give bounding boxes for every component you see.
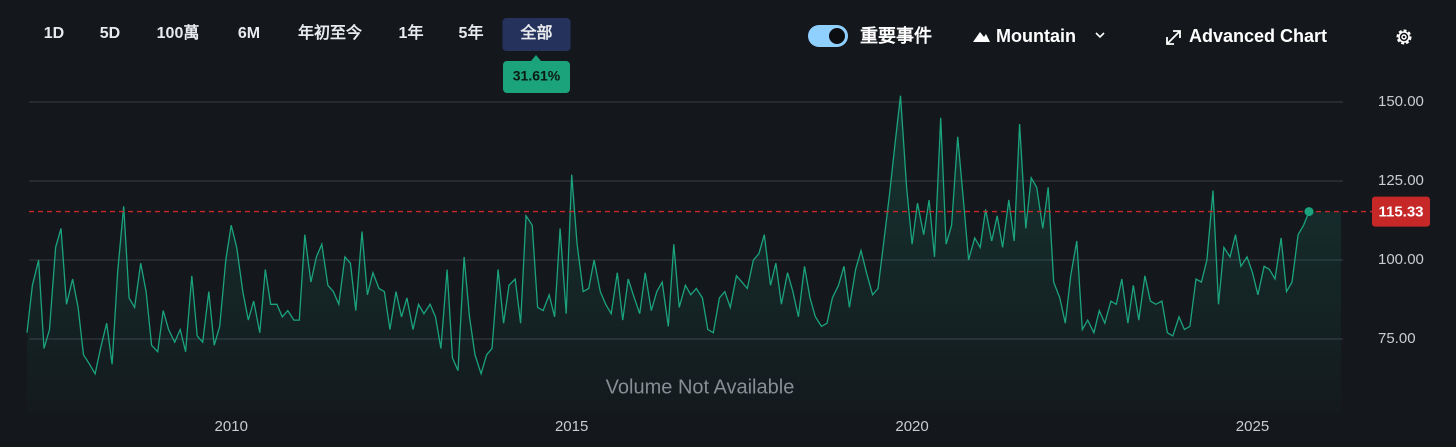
price-line [26,95,1310,377]
x-tick-label: 2010 [215,418,248,435]
advanced-chart[interactable]: Advanced Chart [1189,26,1327,46]
badge-arrow [531,55,541,61]
range-button[interactable]: 1年 [399,23,424,42]
change-value: 31.61% [513,68,561,84]
x-tick-label: 2015 [555,418,588,435]
x-tick-label: 2020 [895,418,928,435]
toggle-knob [829,28,845,44]
range-button[interactable]: 100萬 [157,23,200,42]
mountain-icon [973,32,990,42]
range-button[interactable]: 年初至今 [298,23,362,42]
expand-icon [1166,30,1181,45]
plot: 75.00100.00125.00150.002010201520202025V… [26,93,1430,435]
range-button-active[interactable] [502,18,571,51]
toolbar: 1D 5D 100萬 6M 年初至今 1年 5年 全部 [44,18,571,51]
range-button[interactable]: 5D [100,25,120,42]
chart-style[interactable]: Mountain [996,26,1076,46]
range-button[interactable]: 5年 [459,23,484,42]
events-label[interactable]: 重要事件 [860,25,932,46]
range-button[interactable]: 全部 [519,23,552,42]
area-fill [27,95,1341,412]
y-tick-label: 150.00 [1378,93,1424,110]
settings-icon[interactable] [1396,29,1412,45]
y-tick-label: 100.00 [1378,251,1424,268]
last-value-dot [1304,207,1314,217]
y-tick-label: 75.00 [1378,330,1416,347]
y-tick-label: 125.00 [1378,172,1424,189]
change-badge [503,61,570,93]
range-button[interactable]: 6M [238,25,260,42]
last-value-label: 115.33 [1378,204,1423,221]
x-tick-label: 2025 [1236,418,1269,435]
last-value-box [1372,196,1430,227]
dropdown-chevron [1095,32,1105,39]
range-button[interactable]: 1D [44,25,64,42]
